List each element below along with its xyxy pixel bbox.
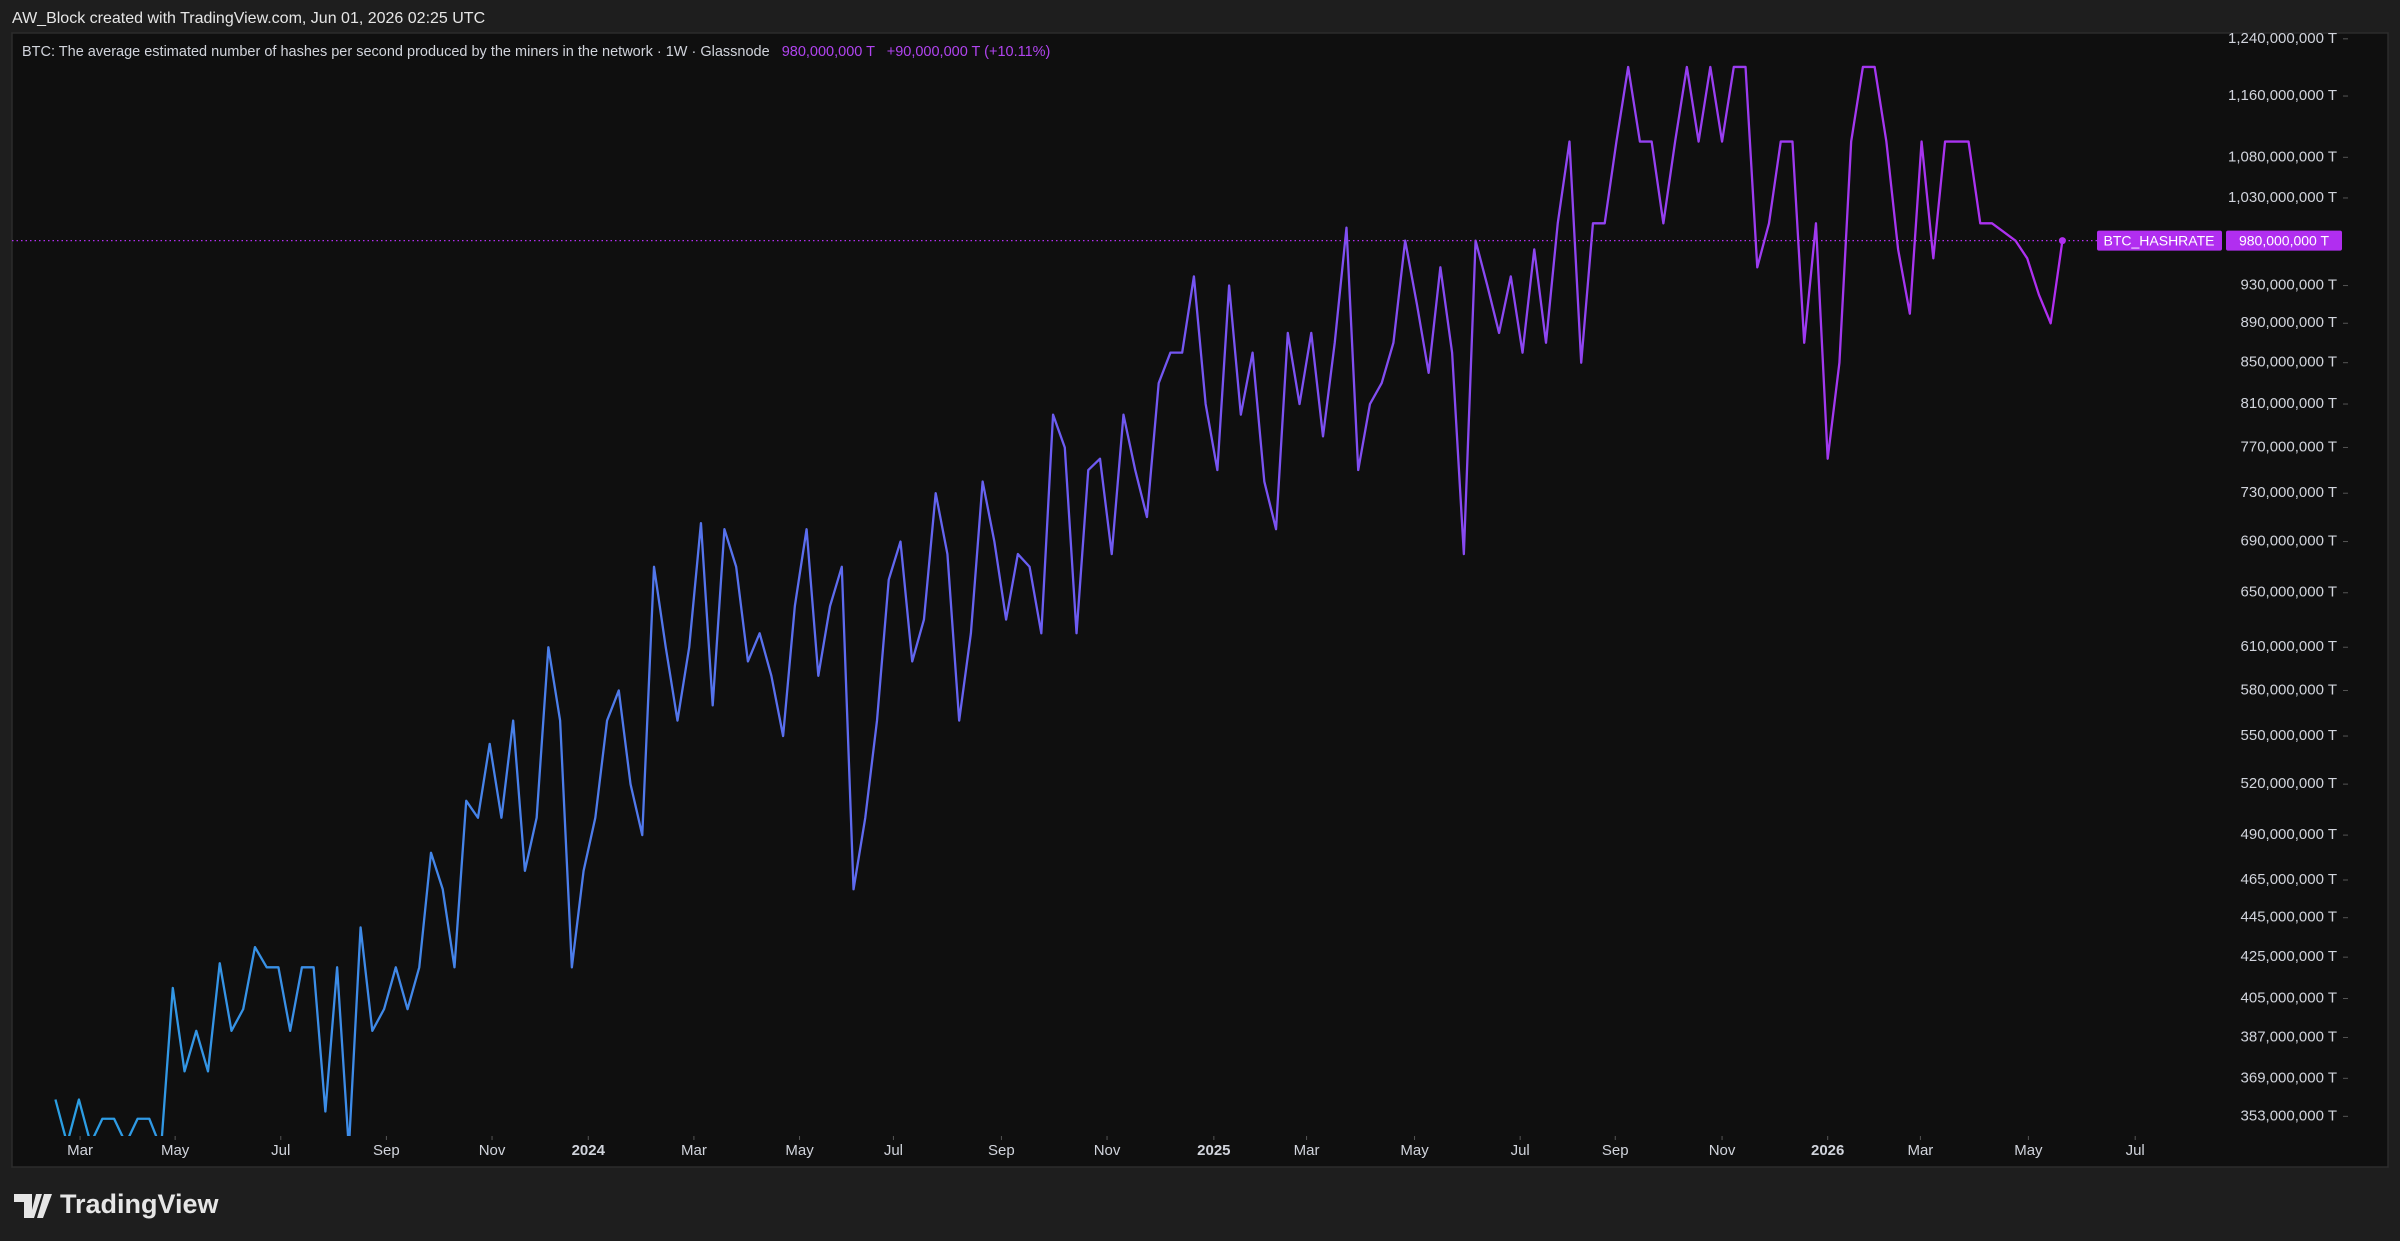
y-tick-label: 850,000,000 T <box>2241 354 2337 371</box>
y-tick-label: 520,000,000 T <box>2241 775 2337 792</box>
brand-logo <box>14 1194 52 1218</box>
y-tick-label: 730,000,000 T <box>2241 484 2337 501</box>
x-tick-label: May <box>1400 1142 1429 1159</box>
y-tick-label: 610,000,000 T <box>2241 638 2337 655</box>
series-name-tag-label: BTC_HASHRATE <box>2104 232 2215 248</box>
x-tick-label: Nov <box>1094 1142 1121 1159</box>
y-tick-label: 580,000,000 T <box>2241 681 2337 698</box>
x-tick-label: Nov <box>479 1142 506 1159</box>
x-tick-label: Mar <box>1907 1142 1933 1159</box>
legend-value: 980,000,000 T <box>782 44 875 60</box>
x-tick-label: Nov <box>1709 1142 1736 1159</box>
x-tick-label: Mar <box>67 1142 93 1159</box>
last-point <box>2058 237 2066 245</box>
plot-area <box>54 65 2064 1136</box>
y-tick-label: 930,000,000 T <box>2241 277 2337 294</box>
x-tick-label: May <box>2014 1142 2043 1159</box>
x-tick-label: Jul <box>884 1142 903 1159</box>
y-tick-label: 353,000,000 T <box>2241 1107 2337 1124</box>
chart-panel <box>11 32 2389 1168</box>
x-tick-label: Jul <box>271 1142 290 1159</box>
legend-change: +90,000,000 T (+10.11%) <box>887 44 1051 60</box>
y-tick-label: 1,240,000,000 T <box>2228 30 2337 47</box>
series-name-tag <box>2097 230 2222 251</box>
price-tag-label: 980,000,000 T <box>2239 232 2329 248</box>
x-tick-label: May <box>161 1142 190 1159</box>
x-tick-label: May <box>785 1142 814 1159</box>
y-tick-label: 690,000,000 T <box>2241 533 2337 550</box>
y-tick-label: 369,000,000 T <box>2241 1069 2337 1086</box>
y-tick-label: 650,000,000 T <box>2241 584 2337 601</box>
y-tick-label: 770,000,000 T <box>2241 438 2337 455</box>
brand-name: TradingView <box>60 1189 220 1219</box>
attribution: AW_Block created with TradingView.com, J… <box>12 10 485 27</box>
series-line <box>54 65 2064 1136</box>
x-tick-label: Sep <box>373 1142 400 1159</box>
y-tick-label: 1,160,000,000 T <box>2228 87 2337 104</box>
y-tick-label: 445,000,000 T <box>2241 909 2337 926</box>
legend-text: BTC: The average estimated number of has… <box>22 44 770 60</box>
x-tick-label: 2025 <box>1197 1142 1230 1159</box>
y-tick-label: 490,000,000 T <box>2241 826 2337 843</box>
x-tick-label: 2026 <box>1811 1142 1844 1159</box>
brand: TradingView <box>14 1189 220 1219</box>
x-tick-label: Mar <box>681 1142 707 1159</box>
y-tick-label: 1,030,000,000 T <box>2228 189 2337 206</box>
y-tick-label: 387,000,000 T <box>2241 1028 2337 1045</box>
y-tick-label: 405,000,000 T <box>2241 989 2337 1006</box>
y-tick-label: 465,000,000 T <box>2241 871 2337 888</box>
y-tick-label: 810,000,000 T <box>2241 395 2337 412</box>
x-tick-label: 2024 <box>572 1142 606 1159</box>
x-tick-label: Jul <box>1511 1142 1530 1159</box>
price-tag <box>2226 230 2342 251</box>
y-tick-label: 425,000,000 T <box>2241 948 2337 965</box>
x-tick-label: Mar <box>1294 1142 1320 1159</box>
x-tick-label: Jul <box>2126 1142 2145 1159</box>
legend: BTC: The average estimated number of has… <box>22 44 1050 60</box>
x-tick-label: Sep <box>1602 1142 1629 1159</box>
x-tick-label: Sep <box>988 1142 1015 1159</box>
y-tick-label: 550,000,000 T <box>2241 727 2337 744</box>
y-tick-label: 890,000,000 T <box>2241 314 2337 331</box>
y-tick-label: 1,080,000,000 T <box>2228 148 2337 165</box>
